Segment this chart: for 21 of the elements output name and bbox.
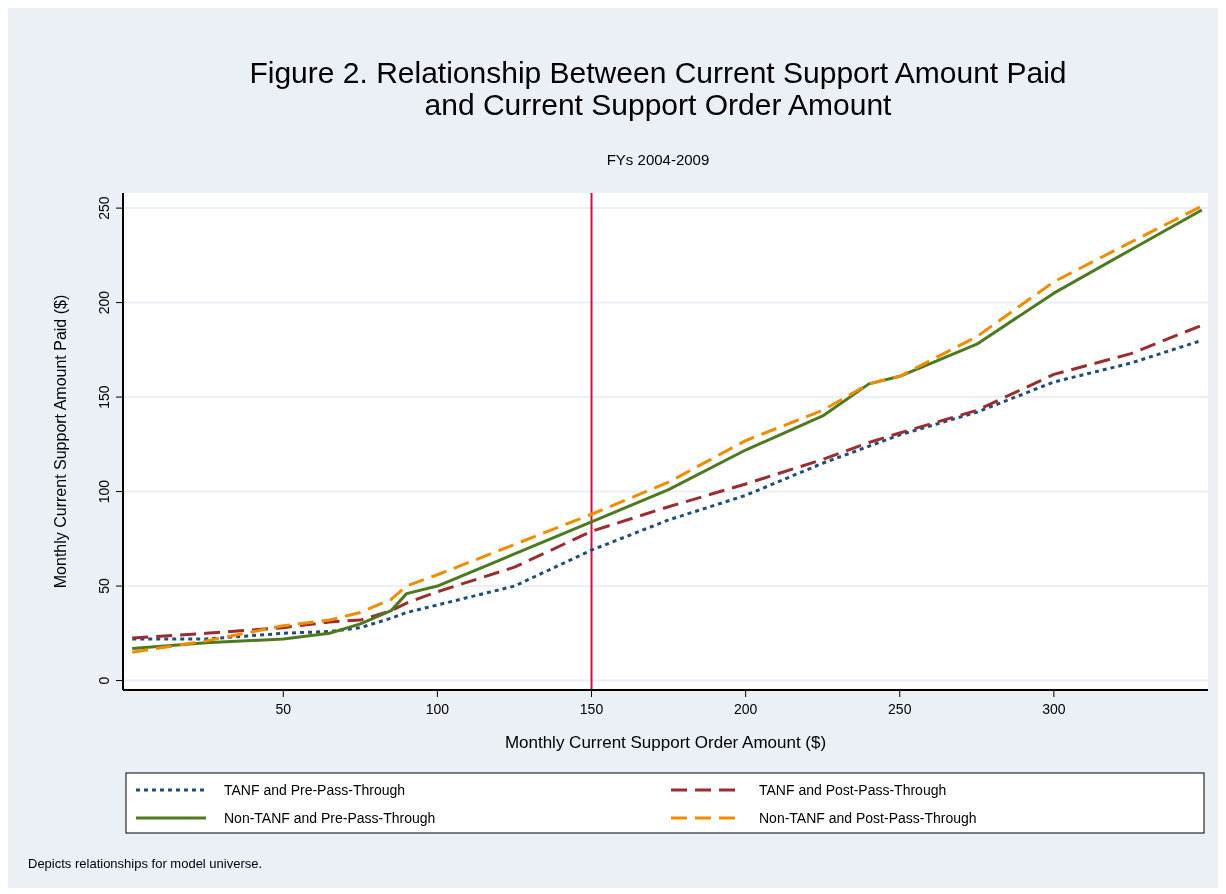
x-tick-label: 200 <box>733 701 758 717</box>
legend-label: TANF and Post-Pass-Through <box>759 782 947 798</box>
chart-subtitle: FYs 2004-2009 <box>606 151 710 168</box>
y-tick-label: 50 <box>96 578 112 594</box>
y-tick-label: 0 <box>96 676 112 685</box>
x-tick-label: 150 <box>579 701 604 717</box>
x-tick-label: 300 <box>1042 701 1066 717</box>
y-tick-label: 150 <box>96 385 112 409</box>
y-axis-title: Monthly Current Support Amount Paid ($) <box>52 294 69 589</box>
x-tick-label: 100 <box>425 701 450 717</box>
legend-label: Non-TANF and Post-Pass-Through <box>759 810 977 826</box>
x-axis-title: Monthly Current Support Order Amount ($) <box>504 733 827 752</box>
y-tick-label: 250 <box>96 196 112 220</box>
chart-title: Figure 2. Relationship Between Current Support Amount Paid and Current Support Order Amount <box>249 56 1067 121</box>
text: Depicts relationships for model universe. <box>28 856 263 871</box>
legend-label: TANF and Pre-Pass-Through <box>224 782 406 798</box>
x-tick-label: 50 <box>275 701 292 717</box>
legend-label: Non-TANF and Pre-Pass-Through <box>224 810 436 826</box>
y-tick-label: 100 <box>96 479 112 504</box>
x-tick-label: 250 <box>888 701 912 717</box>
y-tick-label: 200 <box>96 290 112 315</box>
